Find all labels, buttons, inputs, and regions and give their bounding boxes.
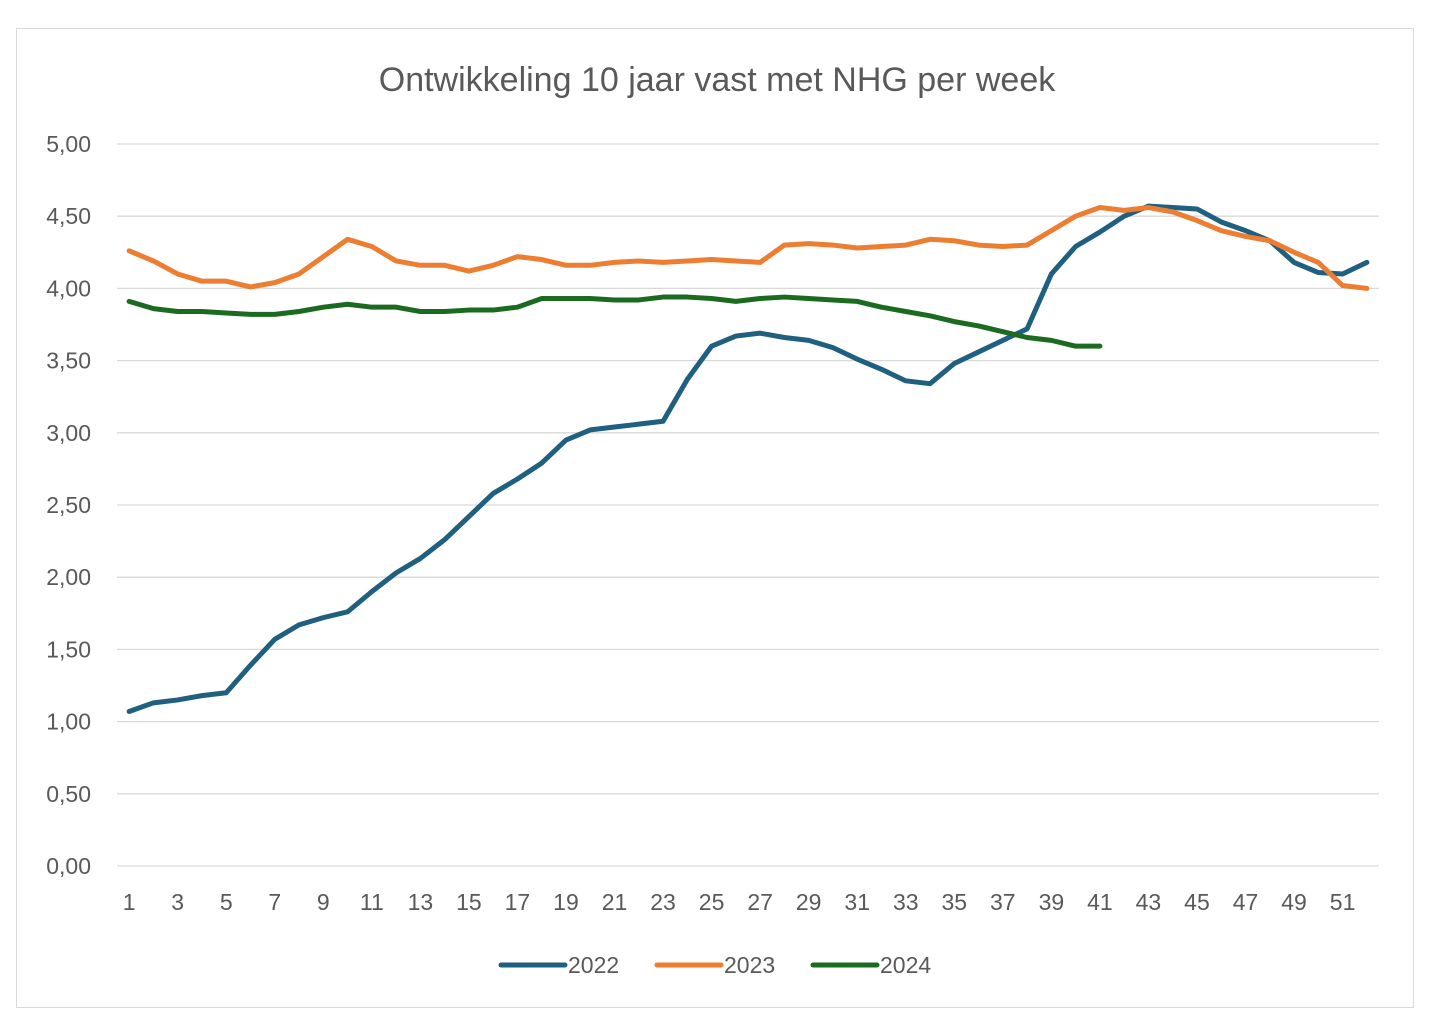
y-tick-label: 1,50 xyxy=(46,636,91,662)
x-tick-label: 49 xyxy=(1281,889,1307,915)
x-tick-label: 17 xyxy=(505,889,531,915)
x-tick-label: 45 xyxy=(1184,889,1210,915)
legend: 2022 2023 2024 xyxy=(498,952,931,978)
x-tick-label: 9 xyxy=(317,889,330,915)
y-tick-label: 2,50 xyxy=(46,492,91,518)
x-tick-label: 7 xyxy=(268,889,281,915)
chart-title: Ontwikkeling 10 jaar vast met NHG per we… xyxy=(379,61,1056,99)
series-line-2024 xyxy=(126,294,1103,349)
y-tick-label: 0,50 xyxy=(46,781,91,807)
x-tick-label: 13 xyxy=(408,889,434,915)
y-tick-label: 3,50 xyxy=(46,348,91,374)
x-tick-label: 39 xyxy=(1039,889,1065,915)
series-lines xyxy=(126,203,1370,714)
x-tick-label: 11 xyxy=(360,889,384,915)
line-chart: Ontwikkeling 10 jaar vast met NHG per we… xyxy=(46,61,1379,978)
x-tick-label: 3 xyxy=(171,889,184,915)
x-tick-label: 25 xyxy=(699,889,725,915)
series-line-2022 xyxy=(126,203,1370,714)
y-tick-label: 2,00 xyxy=(46,564,91,590)
series-line-2023 xyxy=(126,205,1370,291)
y-axis-ticks: 0,00 0,50 1,00 1,50 2,00 2,50 3,00 3,50 4,00 4,50… xyxy=(46,131,91,879)
x-tick-label: 31 xyxy=(844,889,870,915)
x-tick-label: 43 xyxy=(1136,889,1162,915)
chart-frame: Ontwikkeling 10 jaar vast met NHG per we… xyxy=(16,28,1414,1008)
x-tick-label: 29 xyxy=(796,889,822,915)
x-tick-label: 23 xyxy=(650,889,676,915)
y-tick-label: 0,00 xyxy=(46,853,91,879)
gridlines xyxy=(117,143,1379,867)
y-tick-label: 4,50 xyxy=(46,203,91,229)
x-tick-label: 33 xyxy=(893,889,919,915)
x-tick-label: 35 xyxy=(941,889,967,915)
x-tick-label: 21 xyxy=(602,889,628,915)
x-tick-label: 19 xyxy=(553,889,579,915)
x-tick-label: 15 xyxy=(456,889,482,915)
x-tick-label: 51 xyxy=(1330,889,1356,915)
x-tick-label: 47 xyxy=(1233,889,1259,915)
x-tick-label: 37 xyxy=(990,889,1016,915)
y-tick-label: 4,00 xyxy=(46,275,91,301)
legend-label-2023: 2023 xyxy=(724,952,775,978)
x-tick-label: 5 xyxy=(220,889,233,915)
x-tick-label: 41 xyxy=(1087,889,1113,915)
legend-label-2024: 2024 xyxy=(880,952,931,978)
y-tick-label: 3,00 xyxy=(46,420,91,446)
x-tick-label: 27 xyxy=(747,889,773,915)
y-tick-label: 1,00 xyxy=(46,709,91,735)
x-axis-ticks: 1 3 5 7 9 11 13 15 17 19 21 23 25 27 29 31 33 35 37 39 41 43 4… xyxy=(123,889,1356,915)
x-tick-label: 1 xyxy=(123,889,136,915)
y-tick-label: 5,00 xyxy=(46,131,91,157)
legend-label-2022: 2022 xyxy=(568,952,619,978)
